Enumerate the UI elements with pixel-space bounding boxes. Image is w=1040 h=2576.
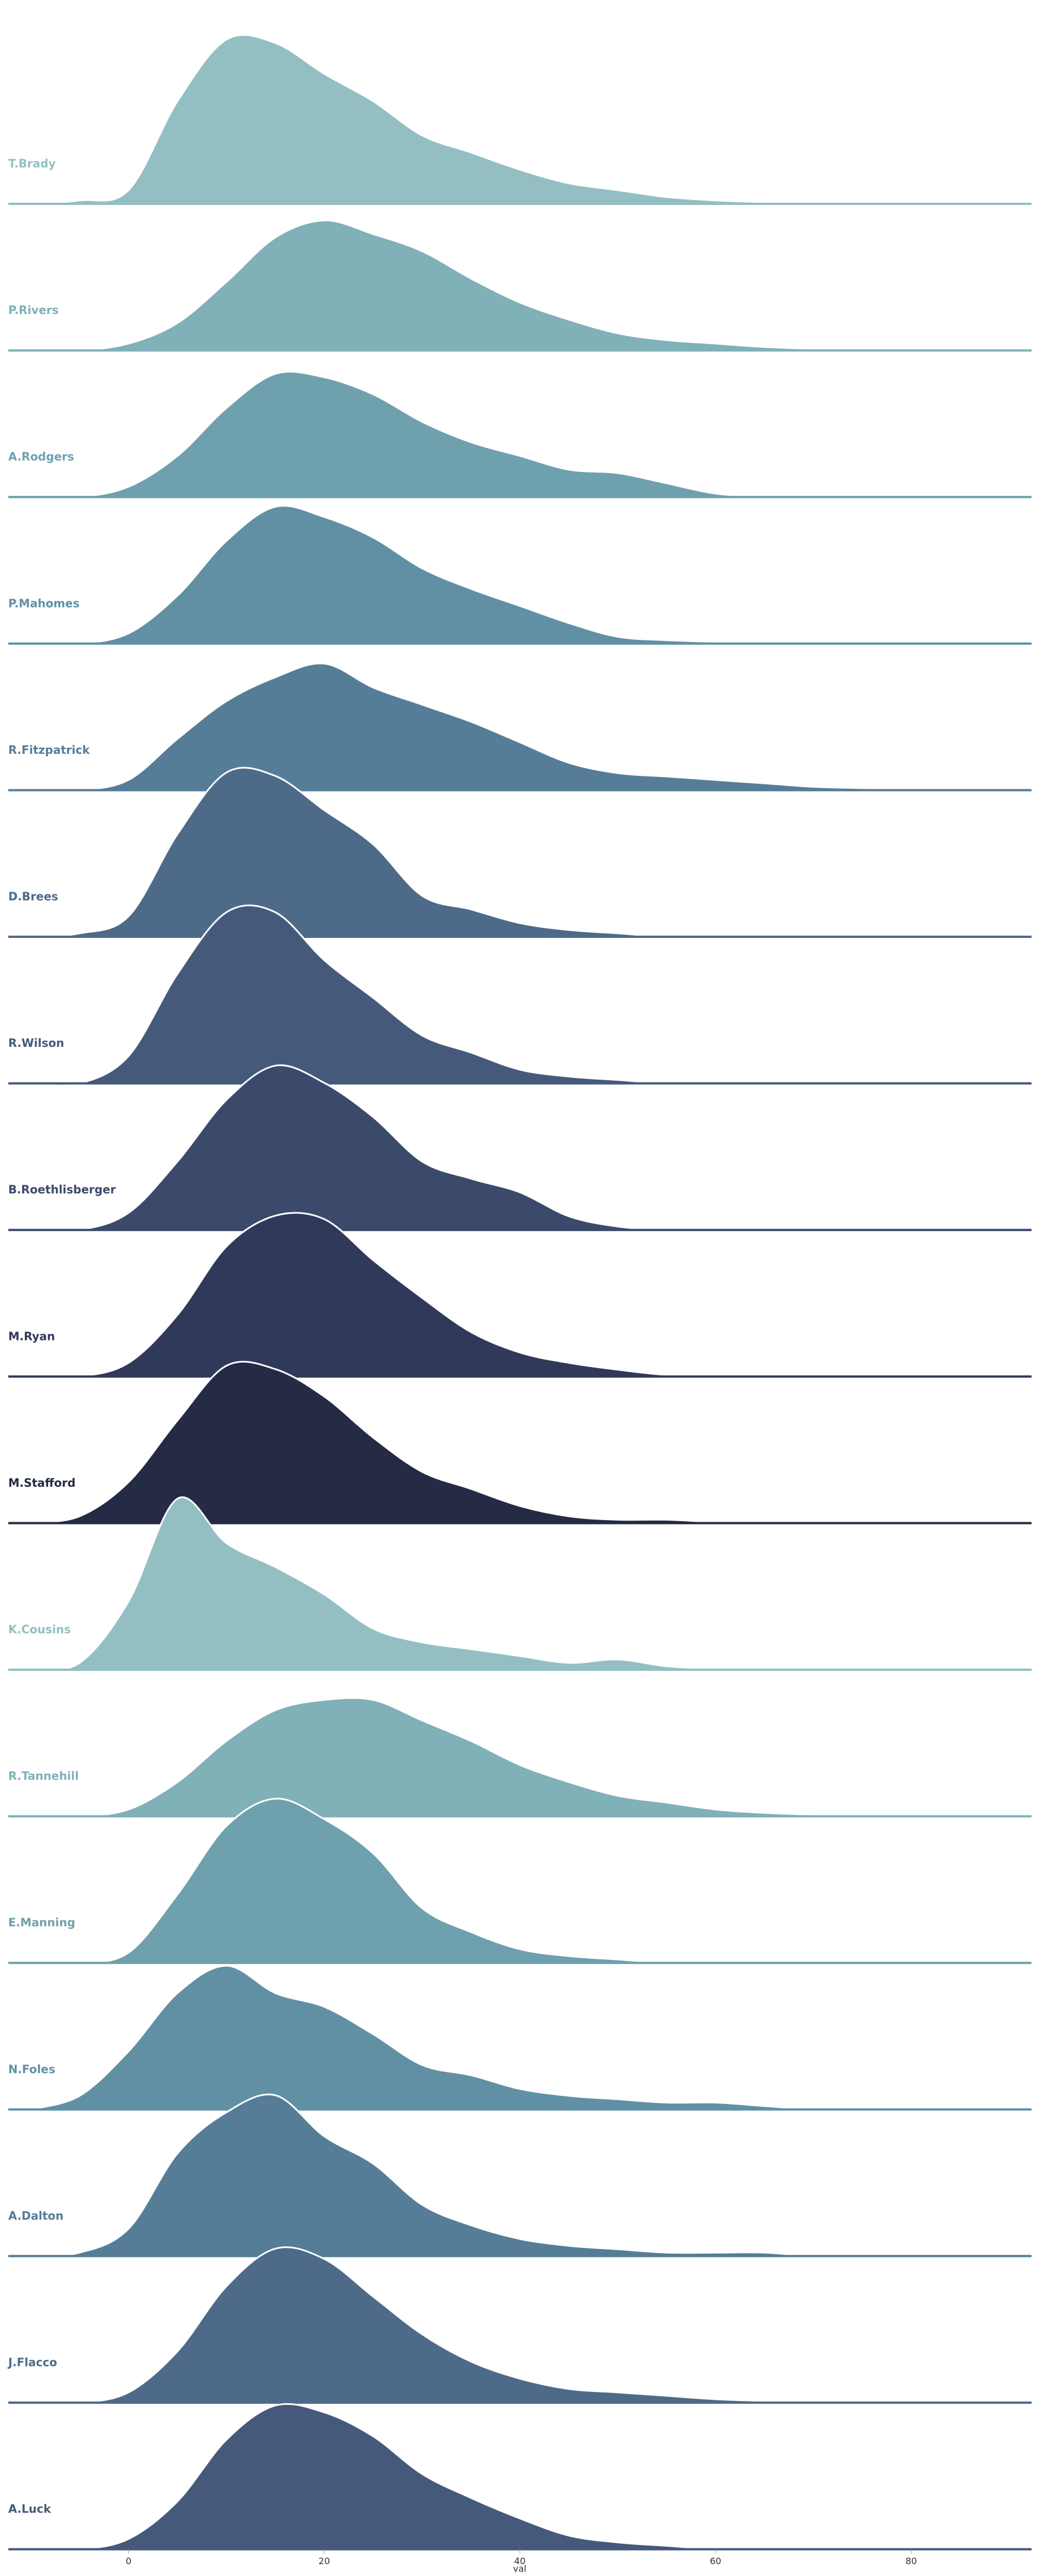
density-outline	[31, 219, 1009, 352]
x-tick-label: 40	[514, 2556, 525, 2566]
density-area	[31, 905, 1009, 1086]
row-label: D.Brees	[8, 890, 58, 903]
row-label: P.Mahomes	[8, 596, 80, 610]
density-area	[31, 1212, 1009, 1378]
x-tick-label: 80	[906, 2556, 917, 2566]
density-area	[31, 220, 1009, 351]
density-area	[31, 505, 1009, 645]
row-label: N.Foles	[8, 2062, 55, 2076]
density-area	[31, 1798, 1009, 1964]
row-label: R.Wilson	[8, 1036, 64, 1050]
density-area	[31, 2094, 1009, 2256]
density-outline	[31, 1697, 1009, 1818]
row-label: B.Roethlisberger	[8, 1183, 116, 1197]
row-label: A.Luck	[8, 2502, 51, 2516]
density-area	[31, 1497, 1009, 1670]
density-area	[31, 1966, 1009, 2110]
density-area	[31, 34, 1009, 204]
density-area	[31, 1065, 1009, 1232]
row-label: A.Rodgers	[8, 450, 75, 464]
density-area	[31, 767, 1009, 937]
density-area	[31, 1361, 1009, 1523]
density-area	[31, 2404, 1009, 2550]
x-tick-label: 60	[710, 2556, 721, 2566]
row-label: K.Cousins	[8, 1623, 71, 1636]
density-area	[31, 2247, 1009, 2404]
row-label: T.Brady	[8, 157, 56, 171]
density-outline	[31, 662, 1009, 792]
density-area	[31, 1698, 1009, 1817]
x-axis-label: val	[513, 2564, 526, 2574]
row-label: R.Tannehill	[8, 1769, 79, 1783]
row-label: P.Rivers	[8, 303, 59, 317]
density-area	[31, 663, 1009, 791]
row-label: M.Ryan	[8, 1329, 55, 1343]
row-label: E.Manning	[8, 1916, 76, 1929]
row-label: A.Dalton	[8, 2209, 64, 2223]
row-label: M.Stafford	[8, 1476, 76, 1490]
row-label: R.Fitzpatrick	[8, 743, 90, 757]
row-label: J.Flacco	[7, 2356, 58, 2369]
density-area	[31, 372, 1009, 498]
x-tick-label: 0	[126, 2556, 132, 2566]
x-tick-label: 20	[319, 2556, 330, 2566]
